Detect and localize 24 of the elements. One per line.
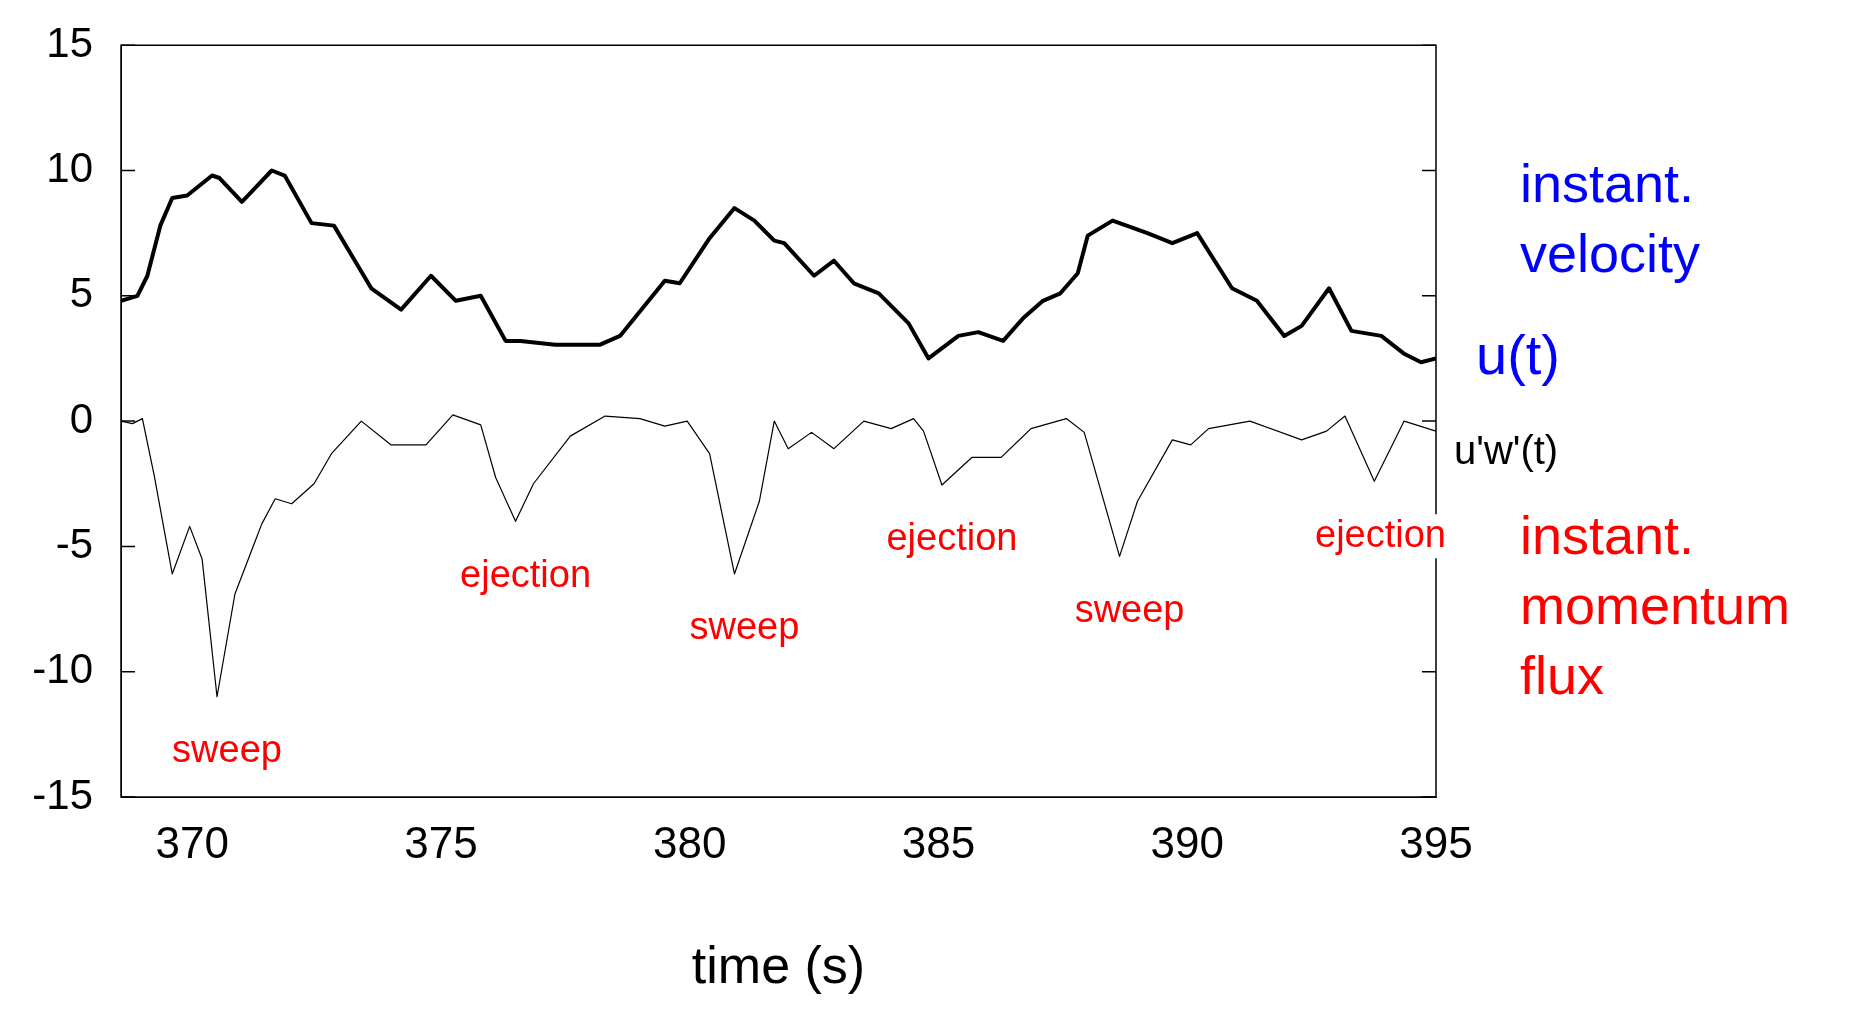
x-tick-label: 380 (652, 817, 727, 867)
text: instant. velocity (1520, 152, 1702, 286)
y-tick-label: -15 (32, 770, 93, 818)
x-tick-label: 375 (404, 817, 478, 867)
legend-label: u(t) (1476, 322, 1560, 386)
x-tick-label: 395 (1399, 817, 1473, 867)
y-tick-label: 5 (69, 269, 93, 317)
y-tick-label: 0 (69, 394, 93, 442)
x-tick-label: 390 (1150, 817, 1224, 867)
y-tick-label: 10 (46, 144, 93, 192)
x-tick-label: 370 (155, 817, 229, 867)
annotation: ejection (886, 516, 1018, 559)
annotation: sweep (689, 605, 800, 648)
x-tick-label: 385 (901, 817, 976, 867)
annotation: ejection (460, 552, 592, 595)
text: instant. momentum flux (1520, 504, 1792, 708)
annotation: sweep (1074, 587, 1185, 630)
legend-label: u'w'(t) (1454, 428, 1559, 473)
x-axis-title: time (s) (691, 936, 866, 995)
annotation: ejection (1315, 512, 1446, 555)
annotation: sweep (172, 728, 282, 771)
y-tick-label: -5 (55, 519, 93, 567)
y-tick-label: 15 (46, 18, 93, 66)
y-tick-label: -10 (32, 645, 93, 693)
